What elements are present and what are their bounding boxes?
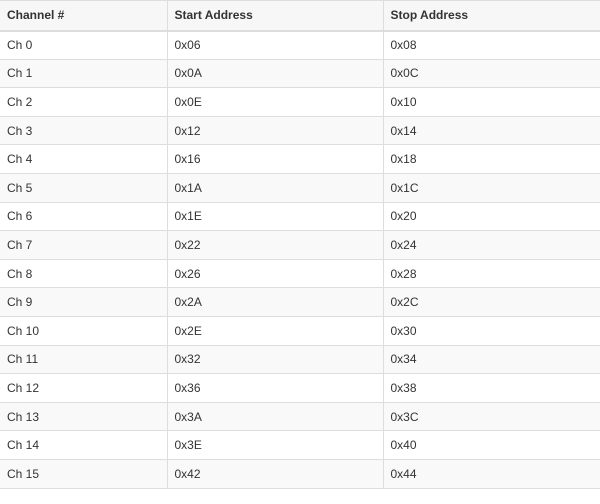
table-row: Ch 3 0x12 0x14 — [0, 115, 600, 146]
table-row: Ch 12 0x36 0x38 — [0, 373, 600, 403]
cell-channel: Ch 12 — [0, 373, 168, 403]
cell-start-address: 0x3A — [166, 401, 384, 432]
table-row: Ch 11 0x32 0x34 — [0, 344, 600, 375]
cell-channel: Ch 11 — [0, 344, 168, 375]
table-row: Ch 0 0x06 0x08 — [0, 30, 600, 60]
cell-stop-address: 0x28 — [382, 258, 600, 289]
table-row: Ch 6 0x1E 0x20 — [0, 201, 600, 232]
cell-stop-address: 0x40 — [382, 430, 600, 460]
cell-start-address: 0x06 — [166, 30, 384, 60]
cell-start-address: 0x2E — [166, 315, 384, 346]
cell-start-address: 0x22 — [166, 230, 384, 260]
cell-channel: Ch 3 — [0, 115, 168, 146]
cell-stop-address: 0x3C — [382, 401, 600, 432]
cell-start-address: 0x32 — [166, 344, 384, 375]
cell-stop-address: 0x18 — [382, 144, 600, 174]
table-row: Ch 2 0x0E 0x10 — [0, 87, 600, 117]
header-channel: Channel # — [0, 0, 168, 32]
cell-stop-address: 0x38 — [382, 373, 600, 403]
table-row: Ch 9 0x2A 0x2C — [0, 287, 600, 317]
cell-start-address: 0x2A — [166, 287, 384, 317]
cell-start-address: 0x12 — [166, 115, 384, 146]
cell-stop-address: 0x1C — [382, 172, 600, 203]
cell-channel: Ch 2 — [0, 87, 168, 117]
header-start-address: Start Address — [166, 0, 384, 32]
table-row: Ch 14 0x3E 0x40 — [0, 430, 600, 460]
cell-start-address: 0x16 — [166, 144, 384, 174]
cell-channel: Ch 15 — [0, 458, 168, 489]
header-stop-address: Stop Address — [382, 0, 600, 32]
cell-stop-address: 0x10 — [382, 87, 600, 117]
cell-channel: Ch 8 — [0, 258, 168, 289]
cell-stop-address: 0x24 — [382, 230, 600, 260]
cell-channel: Ch 10 — [0, 315, 168, 346]
cell-stop-address: 0x44 — [382, 458, 600, 489]
cell-channel: Ch 0 — [0, 30, 168, 60]
table-header-row: Channel # Start Address Stop Address — [0, 0, 600, 32]
cell-start-address: 0x26 — [166, 258, 384, 289]
cell-start-address: 0x1A — [166, 172, 384, 203]
table-row: Ch 8 0x26 0x28 — [0, 258, 600, 289]
cell-channel: Ch 4 — [0, 144, 168, 174]
cell-start-address: 0x3E — [166, 430, 384, 460]
cell-stop-address: 0x2C — [382, 287, 600, 317]
cell-stop-address: 0x14 — [382, 115, 600, 146]
cell-stop-address: 0x08 — [382, 30, 600, 60]
table-row: Ch 1 0x0A 0x0C — [0, 58, 600, 89]
cell-channel: Ch 7 — [0, 230, 168, 260]
cell-stop-address: 0x20 — [382, 201, 600, 232]
table-row: Ch 10 0x2E 0x30 — [0, 315, 600, 346]
cell-stop-address: 0x0C — [382, 58, 600, 89]
cell-start-address: 0x0E — [166, 87, 384, 117]
cell-channel: Ch 5 — [0, 172, 168, 203]
cell-stop-address: 0x34 — [382, 344, 600, 375]
table-row: Ch 7 0x22 0x24 — [0, 230, 600, 260]
cell-channel: Ch 1 — [0, 58, 168, 89]
cell-start-address: 0x36 — [166, 373, 384, 403]
cell-channel: Ch 14 — [0, 430, 168, 460]
cell-start-address: 0x1E — [166, 201, 384, 232]
cell-start-address: 0x42 — [166, 458, 384, 489]
cell-channel: Ch 9 — [0, 287, 168, 317]
table-row: Ch 13 0x3A 0x3C — [0, 401, 600, 432]
cell-channel: Ch 13 — [0, 401, 168, 432]
table-row: Ch 4 0x16 0x18 — [0, 144, 600, 174]
cell-start-address: 0x0A — [166, 58, 384, 89]
table-row: Ch 15 0x42 0x44 — [0, 458, 600, 489]
cell-stop-address: 0x30 — [382, 315, 600, 346]
table-row: Ch 5 0x1A 0x1C — [0, 172, 600, 203]
cell-channel: Ch 6 — [0, 201, 168, 232]
channel-address-table: Channel # Start Address Stop Address Ch … — [0, 0, 600, 489]
